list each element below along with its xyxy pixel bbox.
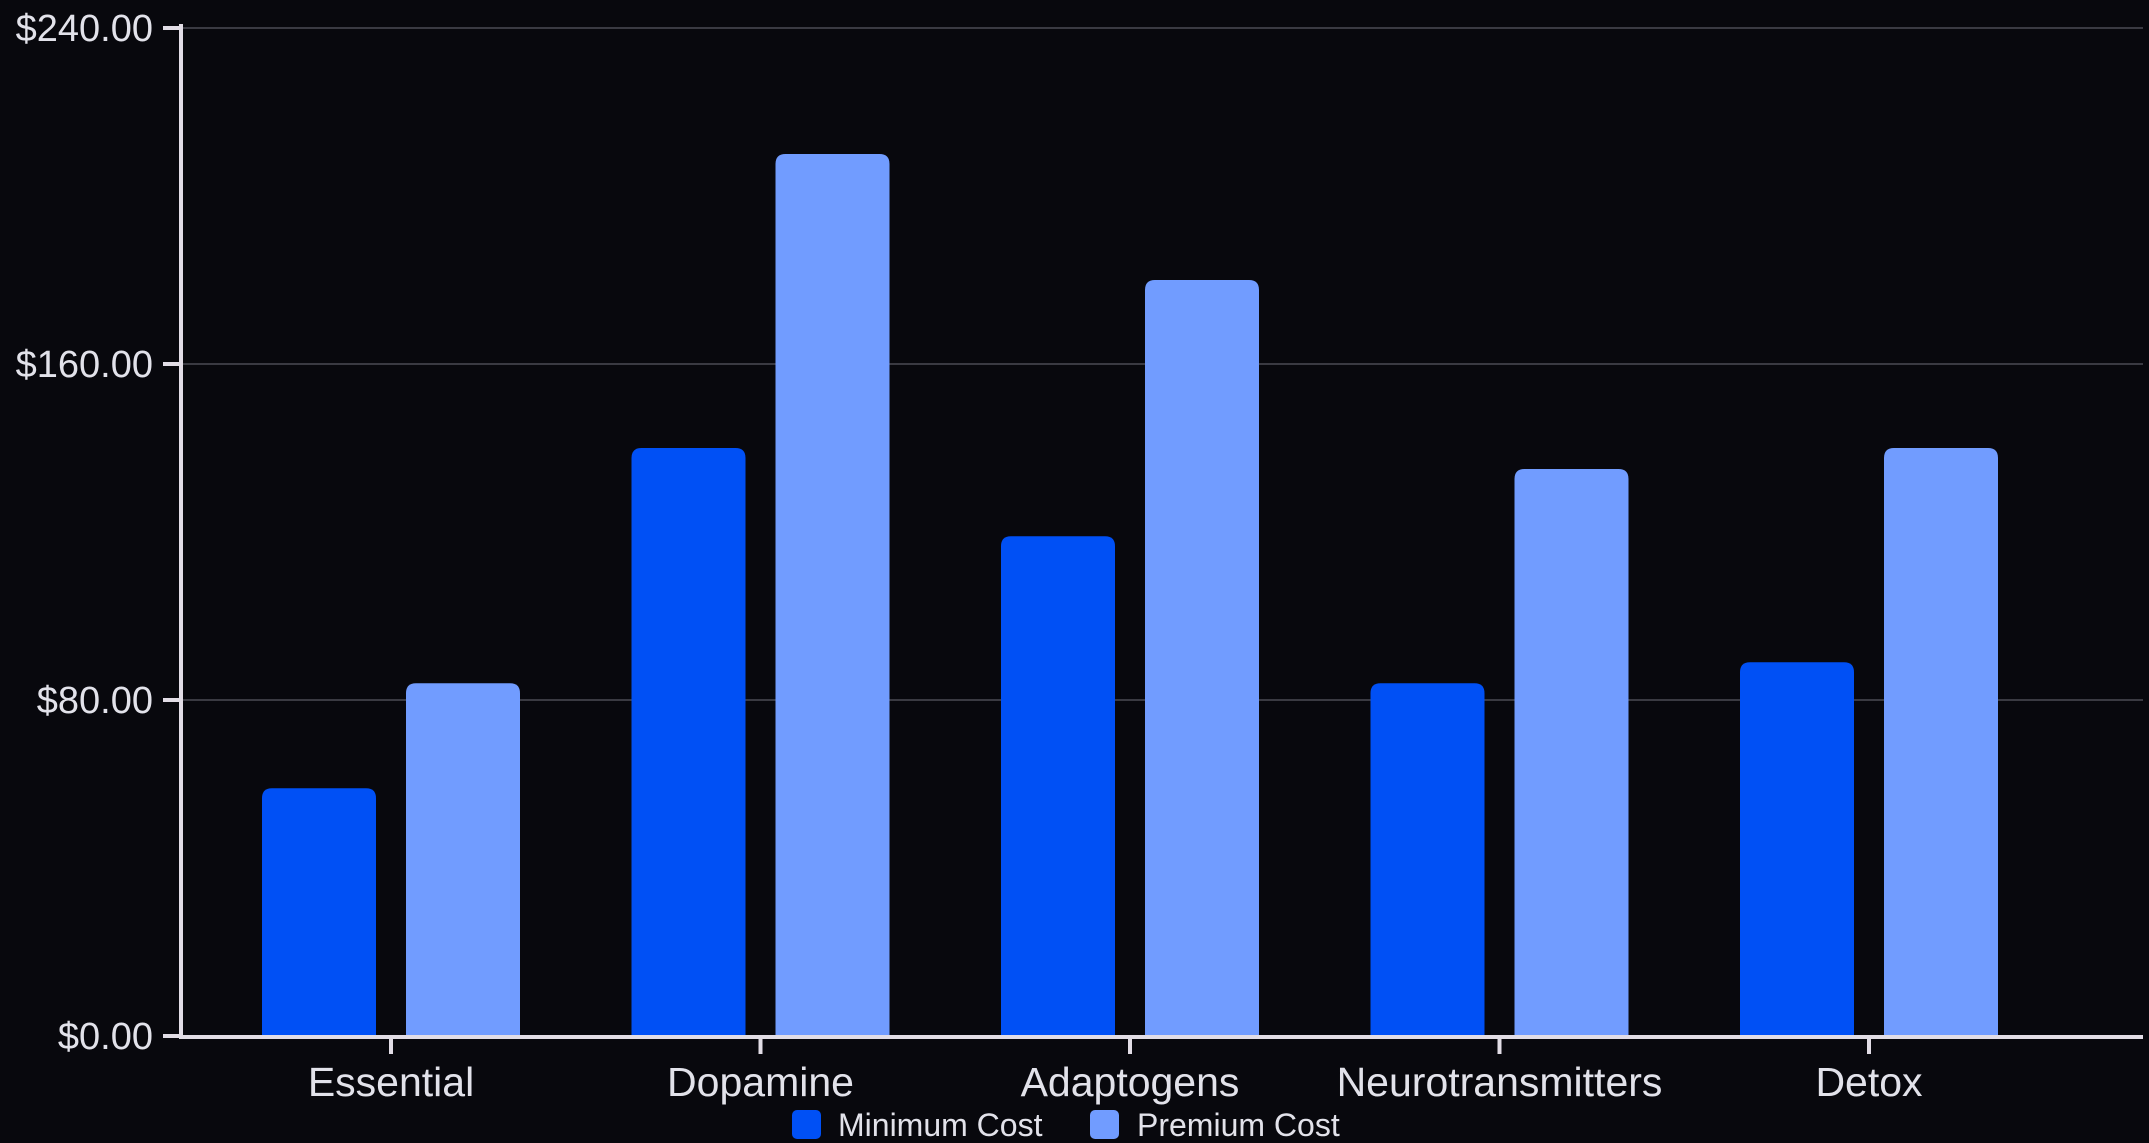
bar-premium-cost	[406, 683, 520, 1036]
y-tick-label: $240.00	[16, 8, 153, 50]
bar-premium-cost	[1884, 448, 1998, 1036]
y-tick-label: $160.00	[16, 344, 153, 386]
bar-premium-cost	[1145, 280, 1259, 1036]
bar-minimum-cost	[1370, 683, 1485, 1036]
y-tick-label: $0.00	[58, 1016, 153, 1058]
x-tick-label: Essential	[308, 1059, 474, 1105]
legend: Minimum Cost Premium Cost	[792, 1107, 1340, 1143]
x-tick-label: Adaptogens	[1021, 1059, 1240, 1105]
x-tick-label: Neurotransmitters	[1337, 1059, 1663, 1105]
bar-minimum-cost	[1740, 662, 1854, 1036]
legend-label: Premium Cost	[1137, 1107, 1340, 1143]
axes: $0.00 $80.00 $160.00 $240.00 Essential Dopami…	[16, 8, 2143, 1105]
legend-label: Minimum Cost	[838, 1107, 1043, 1143]
x-tick-label: Dopamine	[667, 1059, 854, 1105]
bar-minimum-cost	[1001, 536, 1115, 1036]
legend-swatch	[1090, 1110, 1119, 1139]
bar-minimum-cost	[631, 448, 746, 1036]
bar-minimum-cost	[262, 788, 376, 1036]
bars	[262, 154, 1998, 1036]
legend-swatch	[792, 1110, 821, 1139]
x-tick-label: Detox	[1815, 1059, 1923, 1105]
bar-premium-cost	[1514, 469, 1629, 1036]
y-tick-label: $80.00	[37, 680, 153, 722]
bar-premium-cost	[775, 154, 890, 1036]
